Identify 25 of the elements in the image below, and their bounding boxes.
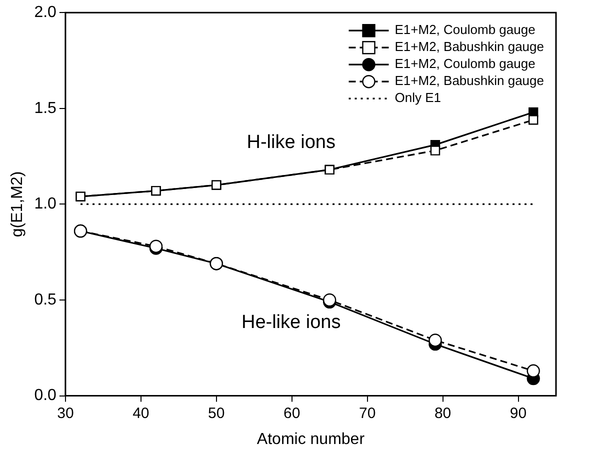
x-tick-label: 60 [284,404,300,422]
x-tick-label: 50 [208,404,225,422]
legend-label: E1+M2, Coulomb gauge [394,22,536,38]
legend-label: E1+M2, Babushkin gauge [394,73,544,88]
legend-label: E1+M2, Coulomb gauge [394,56,536,72]
x-tick-label: 90 [510,404,527,422]
y-tick-label: 2.0 [34,4,57,22]
annotation: He-like ions [241,312,341,334]
y-tick-label: 1.0 [34,196,57,213]
y-tick-label: 0.5 [34,291,57,308]
x-tick-label: 40 [132,404,150,422]
x-tick-label: 70 [358,404,376,422]
y-axis-title: g(E1,M2) [9,171,26,238]
x-tick-label: 80 [434,404,452,422]
point [428,334,442,347]
y-tick-label: 1.5 [34,100,57,117]
point [526,364,540,378]
annotation: H-like ions [246,132,336,154]
x-tick-label: 30 [57,404,74,422]
point [430,146,440,156]
legend-label: Only E1 [394,90,442,106]
point [528,115,538,125]
legend-label: E1+M2, Babushkin gauge [394,39,544,54]
y-tick-label: 0.0 [34,387,57,404]
x-axis-title: Atomic number [256,430,366,448]
